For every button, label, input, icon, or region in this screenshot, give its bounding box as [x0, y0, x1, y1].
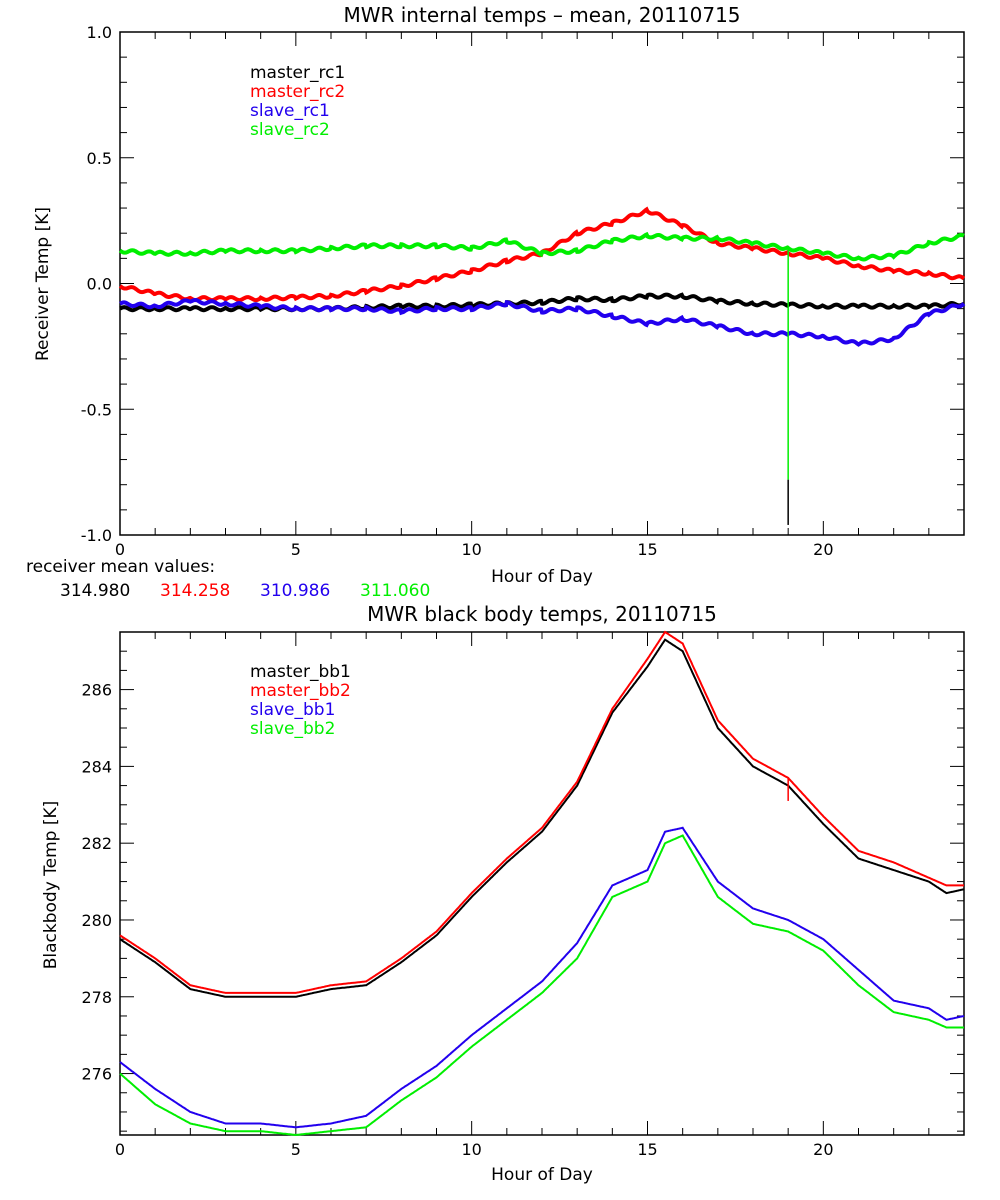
- y-tick-label: 276: [81, 1065, 112, 1084]
- x-tick-label: 10: [461, 540, 481, 559]
- x-tick-label: 5: [291, 540, 301, 559]
- y-tick-label: 286: [81, 681, 112, 700]
- mean-values: 314.980 314.258 310.986 311.060: [60, 581, 430, 601]
- y-tick-label: 284: [81, 757, 112, 776]
- mean-values-label: receiver mean values:: [26, 557, 215, 577]
- x-tick-label: 0: [115, 540, 125, 559]
- series-line-master-bb1: [119, 638, 965, 998]
- x-tick-label: 10: [461, 1140, 481, 1159]
- receiver-temp-chart: MWR internal temps – mean, 20110715 Hour…: [26, 3, 966, 601]
- mean-value-master-rc2: 314.258: [160, 581, 230, 601]
- x-tick-label: 15: [637, 1140, 657, 1159]
- y-axis-label: Blackbody Temp [K]: [41, 801, 61, 970]
- y-tick-label: 282: [81, 834, 112, 853]
- series-line-slave-rc2: [118, 231, 965, 262]
- legend-entry-master-rc1: master_rc1: [250, 63, 345, 83]
- chart-title: MWR black body temps, 20110715: [367, 602, 717, 626]
- legend-entry-slave-bb1: slave_bb1: [250, 700, 335, 720]
- y-axis-label: Receiver Temp [K]: [33, 207, 53, 361]
- x-tick-label: 15: [637, 540, 657, 559]
- y-tick-label: 1.0: [87, 23, 112, 42]
- legend-entry-master-bb2: master_bb2: [250, 681, 351, 701]
- x-tick-label: 5: [291, 1140, 301, 1159]
- chart-title: MWR internal temps – mean, 20110715: [343, 3, 740, 27]
- y-tick-label: 280: [81, 911, 112, 930]
- y-tick-label: -0.5: [81, 400, 112, 419]
- y-tick-label: -1.0: [81, 526, 112, 545]
- legend-entry-slave-rc2: slave_rc2: [250, 120, 330, 140]
- series-line-slave-rc1: [119, 298, 966, 347]
- y-tick-label: 0.0: [87, 275, 112, 294]
- legend-entry-master-bb1: master_bb1: [250, 662, 351, 682]
- x-tick-label: 20: [813, 1140, 833, 1159]
- legend-entry-slave-rc1: slave_rc1: [250, 101, 330, 121]
- plot-border: [119, 31, 965, 536]
- legend-entry-slave-bb2: slave_bb2: [250, 719, 335, 739]
- series-group: [118, 206, 966, 525]
- x-tick-label: 20: [813, 540, 833, 559]
- series-line-slave-bb2: [119, 834, 964, 1137]
- plot-frame: 0 5 10 15 20 -1.0 -0.5 0.0 0.5 1.0: [81, 23, 965, 559]
- series-line-master-bb2: [119, 630, 964, 994]
- y-tick-label: 0.5: [87, 149, 112, 168]
- mean-value-master-rc1: 314.980: [60, 581, 130, 601]
- plot-frame: 0 5 10 15 20 276 278 280 282 284 286: [81, 631, 965, 1159]
- legend-entry-master-rc2: master_rc2: [250, 82, 345, 102]
- mean-value-slave-rc2: 311.060: [360, 581, 430, 601]
- blackbody-temp-chart: MWR black body temps, 20110715 Hour of D…: [41, 602, 965, 1185]
- y-tick-label: 278: [81, 988, 112, 1007]
- series-line-master-rc1: [119, 292, 965, 313]
- plot-border: [119, 631, 965, 1136]
- x-axis-label: Hour of Day: [491, 1165, 593, 1185]
- x-tick-label: 0: [115, 1140, 125, 1159]
- series-line-slave-bb1: [119, 826, 965, 1129]
- mean-value-slave-rc1: 310.986: [260, 581, 330, 601]
- series-group: [119, 630, 965, 1137]
- x-axis-label: Hour of Day: [491, 567, 593, 587]
